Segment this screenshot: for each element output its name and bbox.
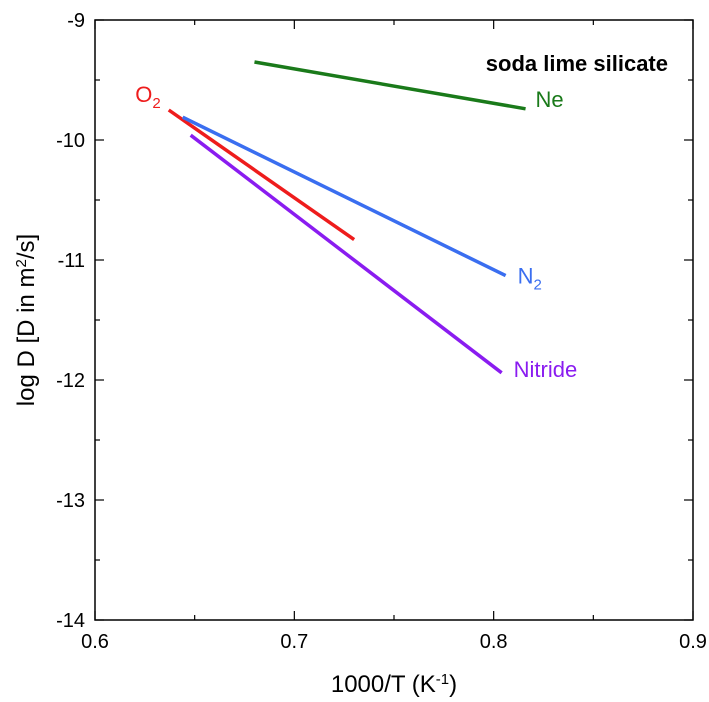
chart-title: soda lime silicate [486, 51, 668, 76]
series-label-n: N2 [518, 264, 542, 294]
y-tick-label: -10 [56, 130, 85, 152]
y-tick-label: -11 [58, 250, 85, 272]
y-tick-label: -9 [67, 10, 85, 32]
series-label-o: O2 [135, 82, 160, 112]
series-label-ne: Ne [536, 87, 564, 112]
series-label-nitride: Nitride [514, 357, 578, 382]
x-tick-label: 0.8 [480, 631, 508, 653]
series-line-o [167, 108, 356, 242]
x-axis-label: 1000/T (K-1) [331, 671, 457, 699]
plot-frame [94, 19, 694, 621]
y-axis-label: log D [D in m2/s] [13, 234, 41, 406]
series-line-nitride [189, 133, 503, 375]
series-labels: Ne O2 N2 Nitride [135, 82, 577, 382]
axis-tick-labels: 0.6 0.7 0.8 0.9 -14 -13 -12 -11 -10 -9 [56, 10, 707, 653]
series-line-n [181, 115, 507, 278]
y-axis-label-sup: 2 [13, 259, 30, 267]
x-tick-label: 0.7 [280, 631, 308, 653]
series-line-ne [254, 60, 526, 111]
y-tick-label: -12 [56, 370, 85, 392]
y-tick-label: -13 [56, 490, 85, 512]
x-axis-label-sup: -1 [436, 671, 449, 688]
x-tick-label: 0.6 [81, 631, 109, 653]
axis-ticks [94, 19, 694, 621]
series-lines [167, 60, 526, 375]
x-tick-label: 0.9 [679, 631, 707, 653]
y-tick-label: -14 [56, 610, 85, 632]
